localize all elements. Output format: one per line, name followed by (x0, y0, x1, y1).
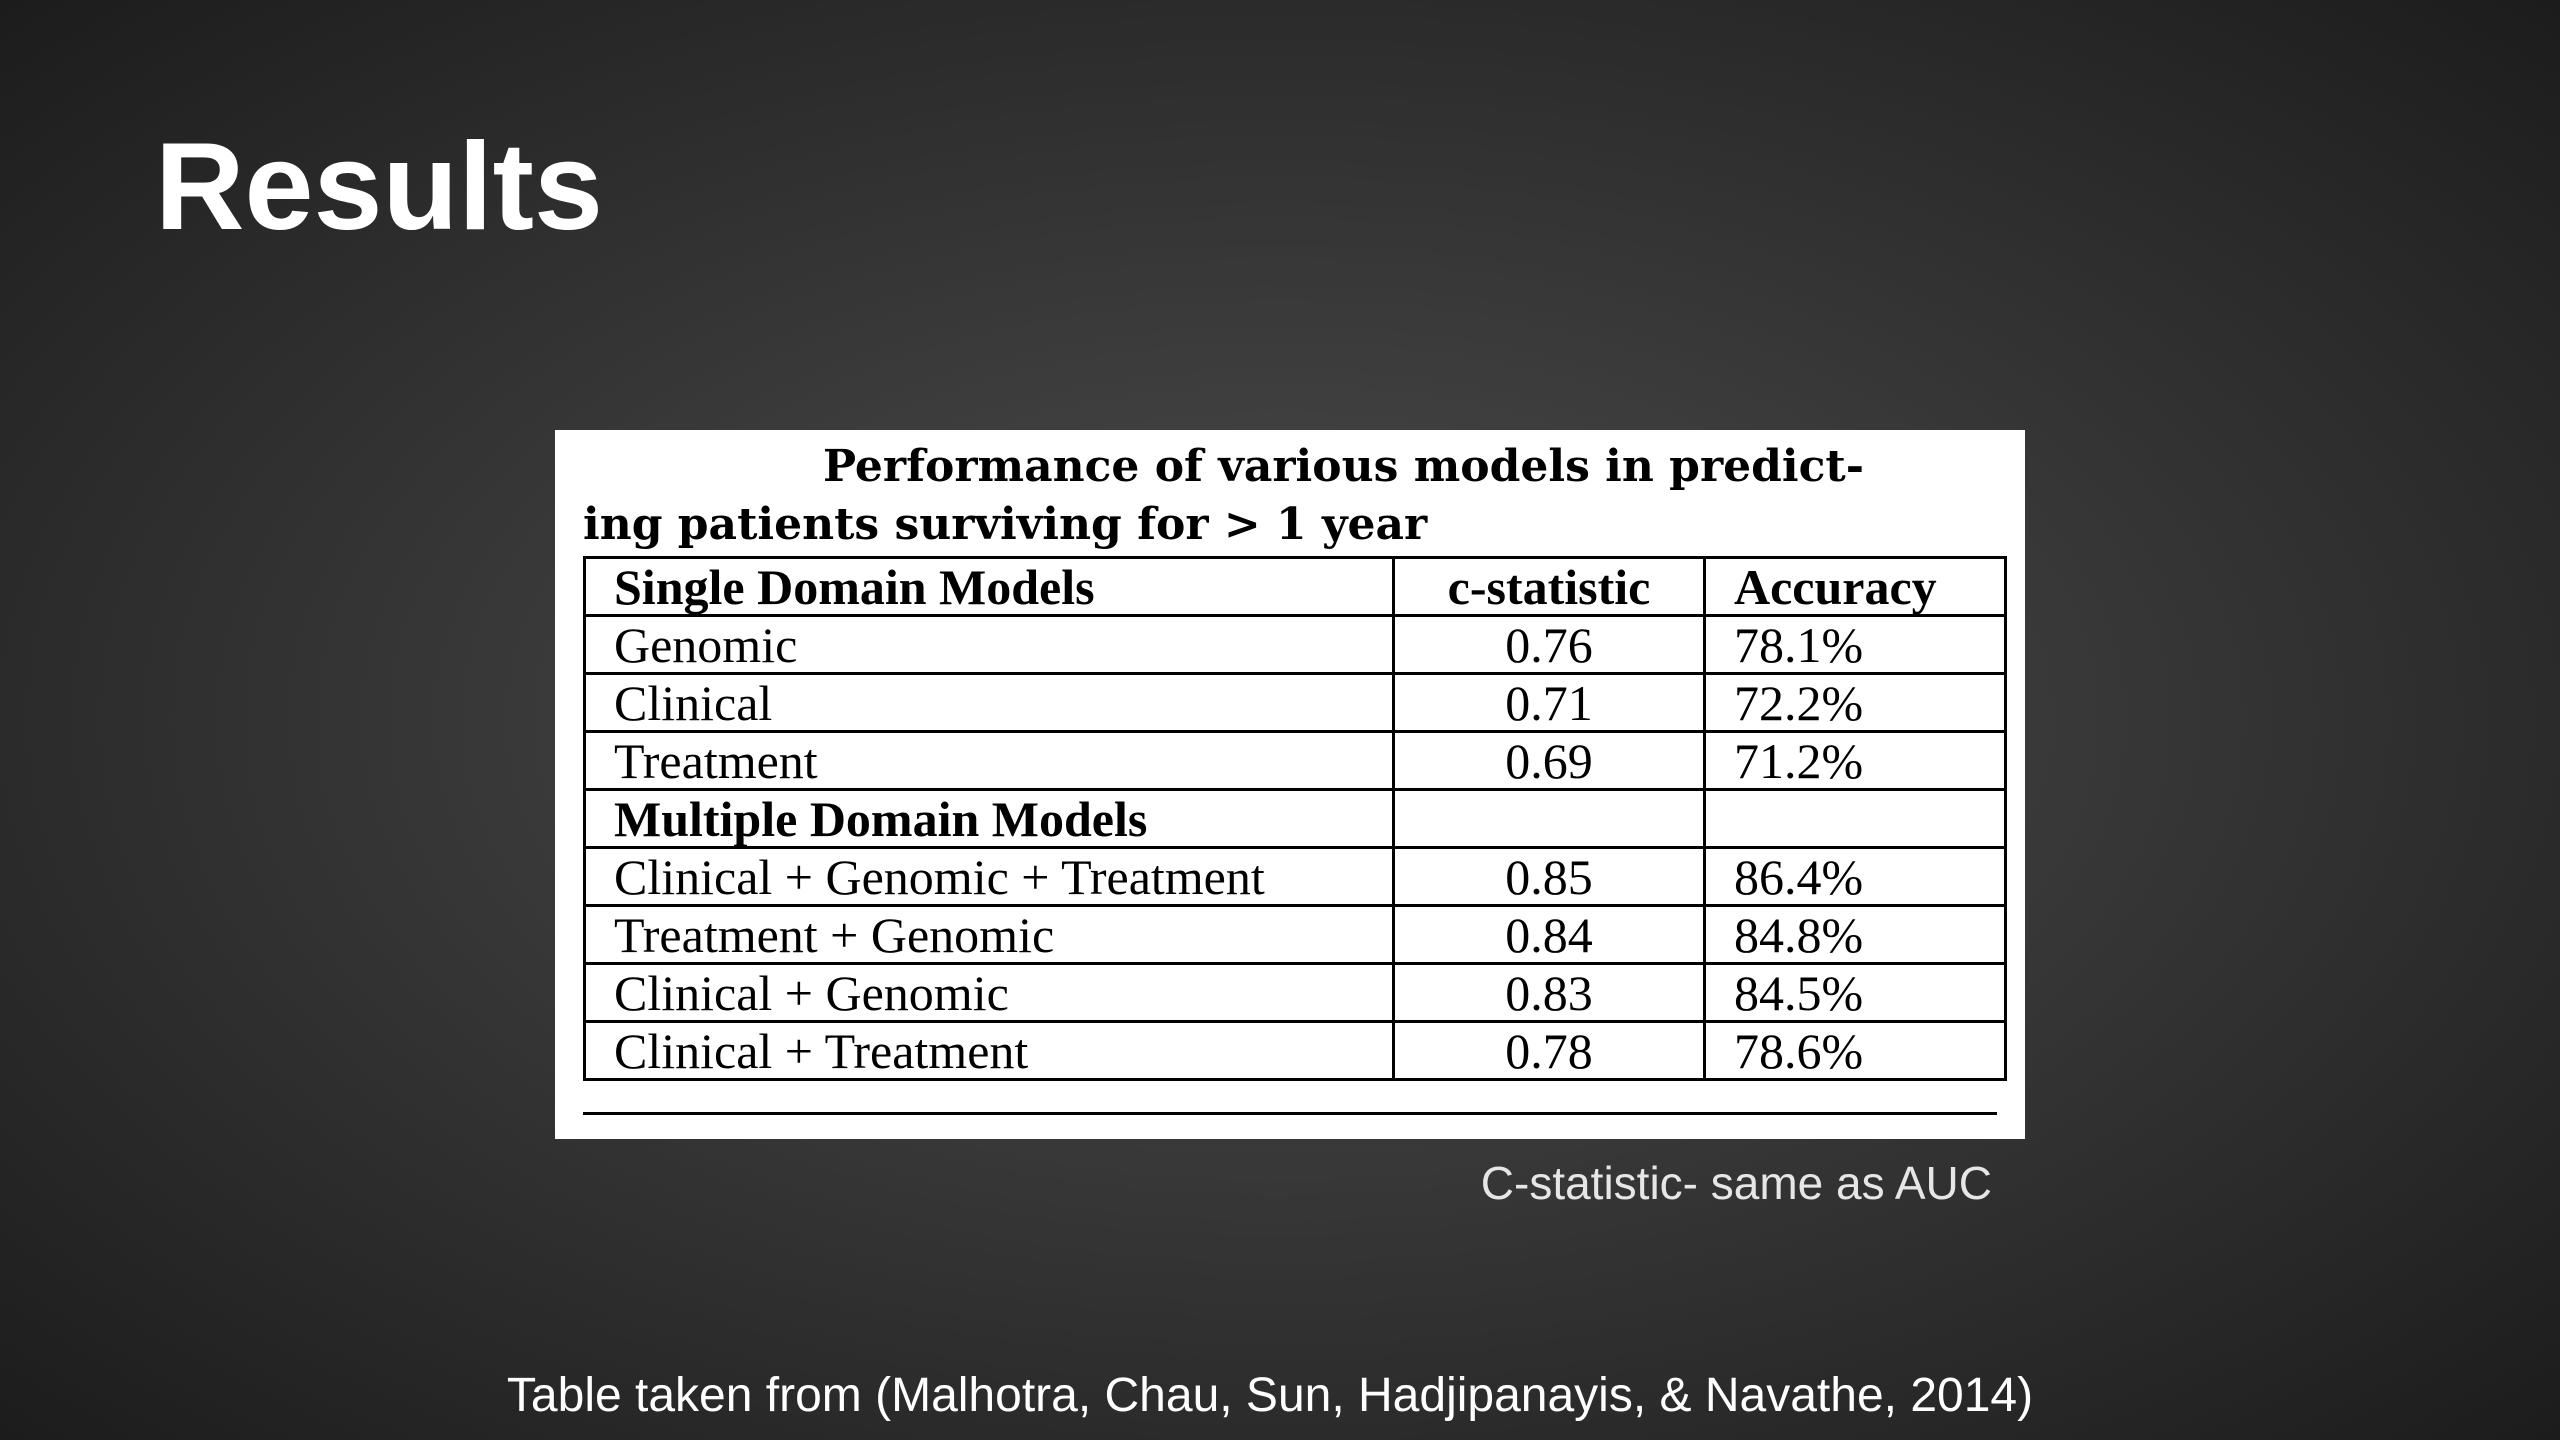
header-cell (1392, 788, 1706, 849)
table-row: Clinical + Genomic 0.83 84.5% (583, 962, 2007, 1023)
table-cell: 0.76 (1392, 614, 1706, 675)
table-cell: Clinical (583, 672, 1395, 733)
table-cell: Clinical + Genomic (583, 962, 1395, 1023)
table-image: Performance of various models in predict… (555, 430, 2025, 1139)
header-cell: Multiple Domain Models (583, 788, 1395, 849)
table-cell: 78.1% (1703, 614, 2007, 675)
table-cell: 0.85 (1392, 846, 1706, 907)
table-row: Genomic 0.76 78.1% (583, 614, 2007, 675)
table-row: Treatment + Genomic 0.84 84.8% (583, 904, 2007, 965)
table-cell: Genomic (583, 614, 1395, 675)
caption-line: Performance of various models in predict… (823, 441, 1864, 492)
table-caption: Performance of various models in predict… (583, 438, 1993, 554)
table-cell: Clinical + Genomic + Treatment (583, 846, 1395, 907)
table-cell: 72.2% (1703, 672, 2007, 733)
table-row: Treatment 0.69 71.2% (583, 730, 2007, 791)
table-cell: 0.69 (1392, 730, 1706, 791)
table-row: Clinical 0.71 72.2% (583, 672, 2007, 733)
header-cell: Single Domain Models (583, 556, 1395, 617)
table-cell: Treatment + Genomic (583, 904, 1395, 965)
table-cell: Treatment (583, 730, 1395, 791)
table-cell: 0.78 (1392, 1020, 1706, 1081)
citation: Table taken from (Malhotra, Chau, Sun, H… (506, 1369, 2034, 1422)
table-row: Single Domain Models c-statistic Accuracy (583, 556, 2007, 617)
table-cell: 0.71 (1392, 672, 1706, 733)
table-row: Clinical + Genomic + Treatment 0.85 86.4% (583, 846, 2007, 907)
table-cell: 71.2% (1703, 730, 2007, 791)
slide-title: Results (155, 118, 603, 256)
table-row: Multiple Domain Models (583, 788, 2007, 849)
table-cell: 0.84 (1392, 904, 1706, 965)
table-cell: 78.6% (1703, 1020, 2007, 1081)
caption-line: ing patients surviving for > 1 year (583, 499, 1428, 550)
table-cell: 86.4% (1703, 846, 2007, 907)
note: C-statistic- same as AUC (1480, 1157, 1992, 1209)
table-cell: 0.83 (1392, 962, 1706, 1023)
header-cell: c-statistic (1392, 556, 1706, 617)
results-table: Single Domain Models c-statistic Accuracy G… (583, 556, 2007, 1081)
table-cell: Clinical + Treatment (583, 1020, 1395, 1081)
table-cell: 84.5% (1703, 962, 2007, 1023)
header-cell (1703, 788, 2007, 849)
header-cell: Accuracy (1703, 556, 2007, 617)
table-cell: 84.8% (1703, 904, 2007, 965)
table-row: Clinical + Treatment 0.78 78.6% (583, 1020, 2007, 1081)
table-rule (583, 1112, 1997, 1119)
